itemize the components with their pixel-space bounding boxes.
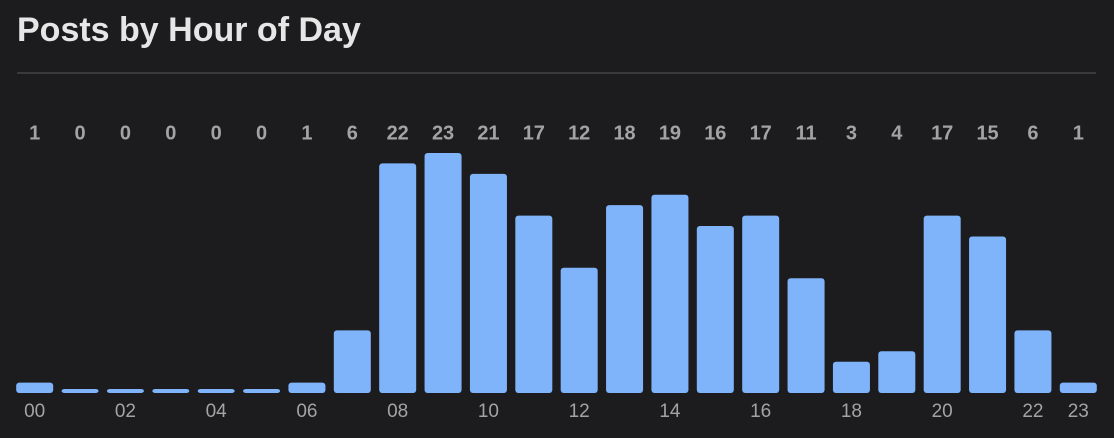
- bar: [379, 163, 417, 393]
- x-tick-label: 22: [1022, 401, 1043, 422]
- bar: [1059, 382, 1097, 393]
- value-label: 16: [704, 122, 726, 144]
- bar: [651, 194, 689, 393]
- value-label: 17: [750, 122, 772, 144]
- value-label: 19: [659, 122, 681, 144]
- value-label: 17: [931, 122, 953, 144]
- bar: [152, 389, 190, 393]
- bar: [878, 351, 916, 393]
- bar: [606, 205, 644, 393]
- value-label: 3: [846, 122, 857, 144]
- bar: [787, 278, 825, 393]
- x-tick-label: 08: [387, 401, 408, 422]
- x-tick-label: 12: [569, 401, 590, 422]
- x-tick-label: 20: [932, 401, 953, 422]
- value-label: 17: [523, 122, 545, 144]
- x-tick-label: 04: [206, 401, 228, 422]
- bar: [923, 215, 961, 393]
- value-label: 6: [347, 122, 358, 144]
- bar: [832, 361, 870, 393]
- bar: [469, 173, 507, 393]
- bar: [197, 389, 235, 393]
- x-tick-label: 06: [296, 401, 317, 422]
- bar: [1014, 330, 1052, 393]
- value-label: 12: [568, 122, 590, 144]
- bar: [16, 382, 54, 393]
- chart-title: Posts by Hour of Day: [17, 11, 361, 49]
- value-label: 0: [165, 122, 176, 144]
- bar: [560, 267, 598, 393]
- bar: [106, 389, 144, 393]
- x-tick-label: 18: [841, 401, 862, 422]
- value-label: 1: [29, 122, 40, 144]
- value-label: 4: [891, 122, 903, 144]
- bar: [969, 236, 1007, 393]
- value-label: 1: [301, 122, 312, 144]
- value-label: 18: [613, 122, 635, 144]
- value-label: 0: [120, 122, 131, 144]
- value-label: 23: [432, 122, 454, 144]
- bar: [61, 389, 99, 393]
- value-label: 15: [976, 122, 998, 144]
- value-label: 22: [387, 122, 409, 144]
- bar: [696, 226, 734, 393]
- x-tick-label: 16: [750, 401, 771, 422]
- value-label: 0: [256, 122, 267, 144]
- value-label: 0: [211, 122, 222, 144]
- bar: [515, 215, 553, 393]
- x-tick-label: 10: [478, 401, 499, 422]
- value-label: 0: [75, 122, 86, 144]
- x-tick-label: 14: [659, 401, 681, 422]
- value-label: 21: [477, 122, 499, 144]
- bar: [243, 389, 281, 393]
- bar: [333, 330, 371, 393]
- value-label: 1: [1073, 122, 1084, 144]
- value-label: 11: [795, 122, 816, 144]
- x-tick-label: 00: [24, 401, 45, 422]
- bar: [288, 382, 326, 393]
- value-label: 6: [1027, 122, 1038, 144]
- bar: [424, 153, 462, 393]
- x-tick-label: 23: [1068, 401, 1089, 422]
- bar: [742, 215, 780, 393]
- x-tick-label: 02: [115, 401, 136, 422]
